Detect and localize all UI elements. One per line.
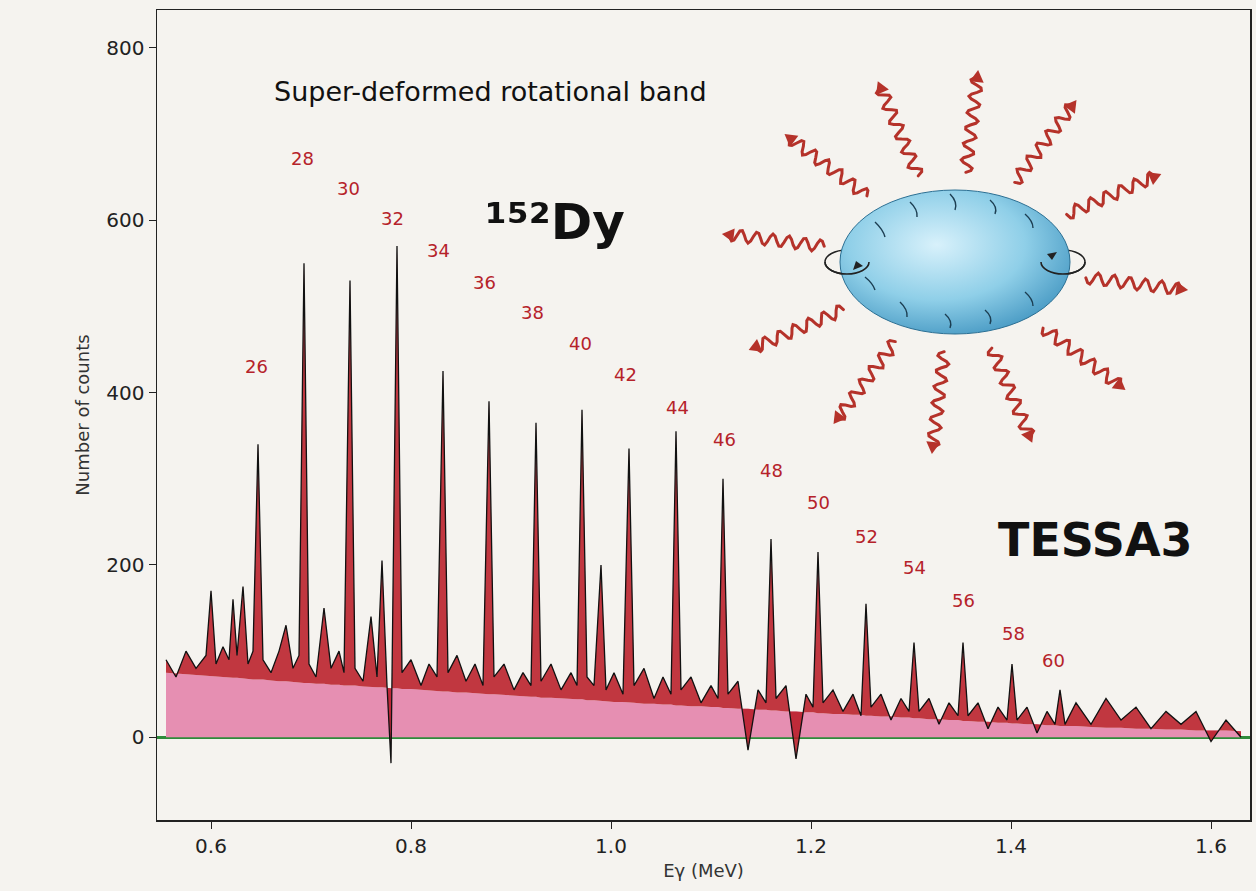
svg-text:Eγ (MeV): Eγ (MeV) [663, 860, 744, 881]
svg-text:Number of counts: Number of counts [72, 334, 93, 495]
svg-text:58: 58 [1002, 623, 1025, 644]
svg-text:38: 38 [521, 302, 544, 323]
svg-text:26: 26 [245, 356, 268, 377]
svg-text:54: 54 [903, 557, 926, 578]
svg-text:800: 800 [106, 36, 144, 60]
svg-text:Super-deformed rotational band: Super-deformed rotational band [274, 76, 707, 107]
svg-text:40: 40 [569, 333, 592, 354]
svg-text:600: 600 [106, 208, 144, 232]
svg-text:¹⁵²Dy: ¹⁵²Dy [485, 193, 625, 251]
svg-text:400: 400 [106, 381, 144, 405]
svg-text:50: 50 [807, 492, 830, 513]
svg-text:1.4: 1.4 [995, 834, 1027, 858]
svg-text:1.0: 1.0 [595, 834, 627, 858]
svg-text:1.2: 1.2 [795, 834, 827, 858]
svg-text:0.8: 0.8 [395, 834, 427, 858]
svg-text:48: 48 [760, 460, 783, 481]
svg-text:36: 36 [473, 272, 496, 293]
svg-text:TESSA3: TESSA3 [998, 513, 1193, 567]
svg-text:34: 34 [427, 240, 450, 261]
svg-text:30: 30 [337, 178, 360, 199]
svg-text:42: 42 [614, 364, 637, 385]
svg-text:0.6: 0.6 [195, 834, 227, 858]
svg-text:200: 200 [106, 553, 144, 577]
svg-text:1.6: 1.6 [1195, 834, 1227, 858]
svg-text:60: 60 [1042, 650, 1065, 671]
svg-text:56: 56 [952, 590, 975, 611]
svg-text:44: 44 [666, 397, 689, 418]
svg-text:52: 52 [855, 526, 878, 547]
svg-text:28: 28 [291, 148, 314, 169]
svg-text:32: 32 [381, 208, 404, 229]
svg-text:0: 0 [132, 725, 145, 749]
svg-text:46: 46 [713, 429, 736, 450]
